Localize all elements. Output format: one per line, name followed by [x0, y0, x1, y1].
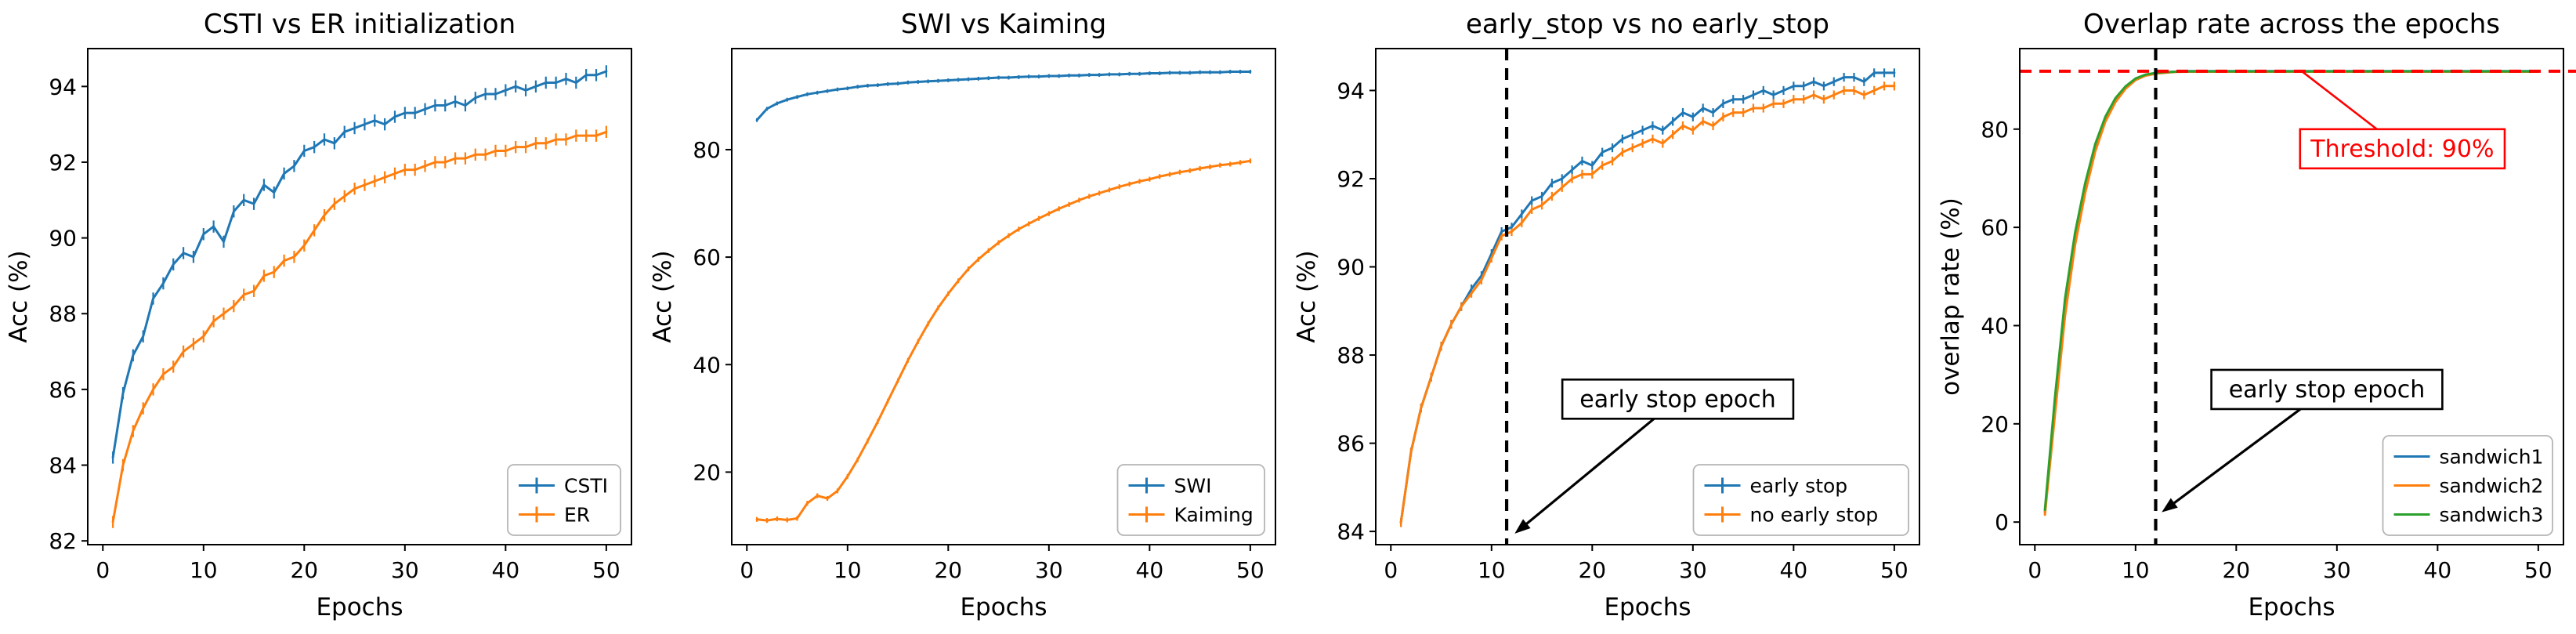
- svg-text:early stop: early stop: [1750, 475, 1848, 498]
- panel-swi-vs-kaiming: 0 10 20 30 40 50 20 40 60 80 SWI vs Kaiming Epochs A…: [644, 0, 1288, 634]
- svg-text:10: 10: [834, 557, 862, 583]
- svg-text:90: 90: [49, 226, 77, 252]
- svg-text:0: 0: [1384, 557, 1398, 583]
- svg-text:20: 20: [934, 557, 962, 583]
- svg-text:0: 0: [1995, 509, 2009, 535]
- early-stop-chart: 0 10 20 30 40 50 84 86 88 90 92 94 early_stop vs no …: [1293, 9, 1920, 621]
- svg-text:50: 50: [1880, 557, 1908, 583]
- svg-text:Acc (%): Acc (%): [649, 250, 677, 342]
- svg-text:CSTI: CSTI: [564, 475, 608, 498]
- svg-text:10: 10: [190, 557, 218, 583]
- csti-vs-er-chart: 0 10 20 30 40 50 82 84 86 88 90 92 94 CSTI vs ER init…: [5, 9, 632, 621]
- svg-text:Epochs: Epochs: [316, 593, 403, 621]
- svg-text:40: 40: [2424, 557, 2452, 583]
- svg-text:90: 90: [1337, 255, 1365, 281]
- svg-text:20: 20: [2222, 557, 2250, 583]
- svg-text:20: 20: [693, 459, 721, 485]
- svg-text:94: 94: [1337, 78, 1365, 103]
- svg-text:0: 0: [2028, 557, 2042, 583]
- svg-text:no early stop: no early stop: [1750, 504, 1879, 527]
- panel-overlap-rate: 0 10 20 30 40 50 0 20 40 60 80 Overlap rate across …: [1932, 0, 2576, 634]
- svg-text:92: 92: [49, 150, 77, 176]
- svg-text:SWI vs Kaiming: SWI vs Kaiming: [901, 9, 1106, 40]
- svg-text:20: 20: [1981, 411, 2009, 437]
- svg-text:30: 30: [1679, 557, 1707, 583]
- svg-text:84: 84: [1337, 519, 1365, 545]
- svg-text:80: 80: [1981, 117, 2009, 143]
- svg-text:Epochs: Epochs: [2248, 593, 2335, 621]
- swi-vs-kaiming-chart: 0 10 20 30 40 50 20 40 60 80 SWI vs Kaiming Epochs A…: [649, 9, 1276, 621]
- svg-text:40: 40: [693, 352, 721, 378]
- svg-text:30: 30: [1035, 557, 1063, 583]
- svg-text:60: 60: [693, 245, 721, 270]
- svg-text:94: 94: [49, 74, 77, 100]
- svg-text:early_stop vs no early_stop: early_stop vs no early_stop: [1466, 9, 1829, 40]
- svg-text:92: 92: [1337, 166, 1365, 192]
- svg-text:Epochs: Epochs: [960, 593, 1047, 621]
- svg-text:Acc (%): Acc (%): [5, 250, 33, 342]
- svg-text:early stop epoch: early stop epoch: [2229, 376, 2426, 404]
- svg-text:20: 20: [290, 557, 318, 583]
- svg-text:86: 86: [1337, 431, 1365, 457]
- svg-text:0: 0: [740, 557, 754, 583]
- svg-text:SWI: SWI: [1174, 475, 1212, 498]
- svg-text:86: 86: [49, 377, 77, 403]
- svg-text:40: 40: [1981, 313, 2009, 339]
- svg-text:88: 88: [1337, 342, 1365, 368]
- svg-text:84: 84: [49, 453, 77, 479]
- svg-text:50: 50: [2524, 557, 2552, 583]
- svg-text:10: 10: [1478, 557, 1506, 583]
- svg-text:20: 20: [1578, 557, 1606, 583]
- svg-text:30: 30: [2323, 557, 2351, 583]
- svg-text:0: 0: [96, 557, 110, 583]
- svg-text:60: 60: [1981, 215, 2009, 241]
- svg-text:ER: ER: [564, 504, 590, 527]
- svg-text:40: 40: [1780, 557, 1808, 583]
- svg-text:Epochs: Epochs: [1604, 593, 1691, 621]
- svg-text:80: 80: [693, 137, 721, 163]
- svg-text:82: 82: [49, 528, 77, 554]
- svg-text:early stop epoch: early stop epoch: [1579, 386, 1776, 413]
- svg-text:50: 50: [592, 557, 620, 583]
- svg-text:30: 30: [391, 557, 419, 583]
- panel-csti-vs-er: 0 10 20 30 40 50 82 84 86 88 90 92 94 CSTI vs ER init…: [0, 0, 644, 634]
- svg-text:Acc (%): Acc (%): [1293, 250, 1321, 342]
- svg-text:Kaiming: Kaiming: [1174, 504, 1254, 527]
- svg-text:Threshold: 90%: Threshold: 90%: [2310, 136, 2494, 163]
- overlap-rate-chart: 0 10 20 30 40 50 0 20 40 60 80 Overlap rate across …: [1937, 9, 2576, 621]
- svg-text:10: 10: [2122, 557, 2150, 583]
- svg-text:CSTI vs ER initialization: CSTI vs ER initialization: [204, 9, 516, 40]
- svg-text:sandwich2: sandwich2: [2440, 475, 2544, 498]
- svg-text:40: 40: [1136, 557, 1164, 583]
- svg-text:40: 40: [492, 557, 520, 583]
- svg-text:88: 88: [49, 301, 77, 327]
- svg-text:Overlap rate across the epochs: Overlap rate across the epochs: [2083, 9, 2500, 40]
- svg-text:sandwich3: sandwich3: [2440, 504, 2544, 527]
- svg-text:50: 50: [1236, 557, 1264, 583]
- svg-text:overlap rate (%): overlap rate (%): [1937, 197, 1965, 396]
- svg-text:sandwich1: sandwich1: [2440, 446, 2544, 469]
- panel-early-stop: 0 10 20 30 40 50 84 86 88 90 92 94 early_stop vs no …: [1288, 0, 1932, 634]
